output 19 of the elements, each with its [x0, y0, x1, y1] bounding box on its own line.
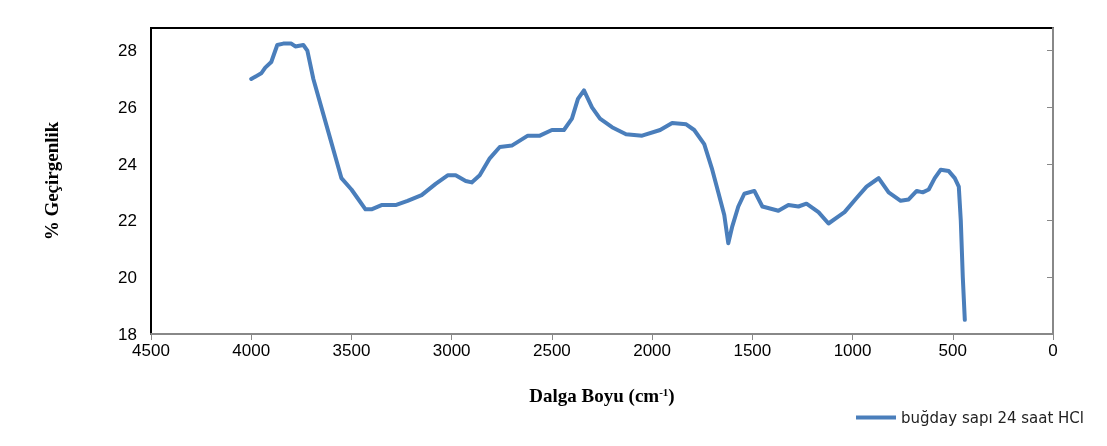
y-axis-title: % Geçirgenlik: [41, 121, 62, 241]
x-tick-label: 0: [1048, 341, 1058, 360]
x-tick-label: 2000: [633, 341, 672, 360]
x-tick-label: 2500: [532, 341, 571, 360]
y-tick-label: 24: [118, 154, 137, 174]
x-tick-label: 3000: [432, 341, 471, 360]
y-tick-label: 18: [118, 324, 137, 344]
x-tick-label: 4000: [232, 341, 271, 360]
line-series: [249, 41, 967, 322]
x-tick-label: 1000: [833, 341, 872, 360]
y-tick-label: 22: [118, 211, 137, 231]
y-tick-label: 28: [118, 41, 137, 61]
x-tick-label: 3500: [332, 341, 371, 360]
x-tick-label: 4500: [132, 341, 170, 360]
legend-label: buğday sapı 24 saat HCl: [901, 408, 1084, 427]
y-tick-label: 20: [118, 267, 137, 287]
y-tick-label: 26: [118, 97, 137, 117]
x-tick-label: 500: [938, 341, 967, 360]
x-tick-label: 1500: [733, 341, 772, 360]
